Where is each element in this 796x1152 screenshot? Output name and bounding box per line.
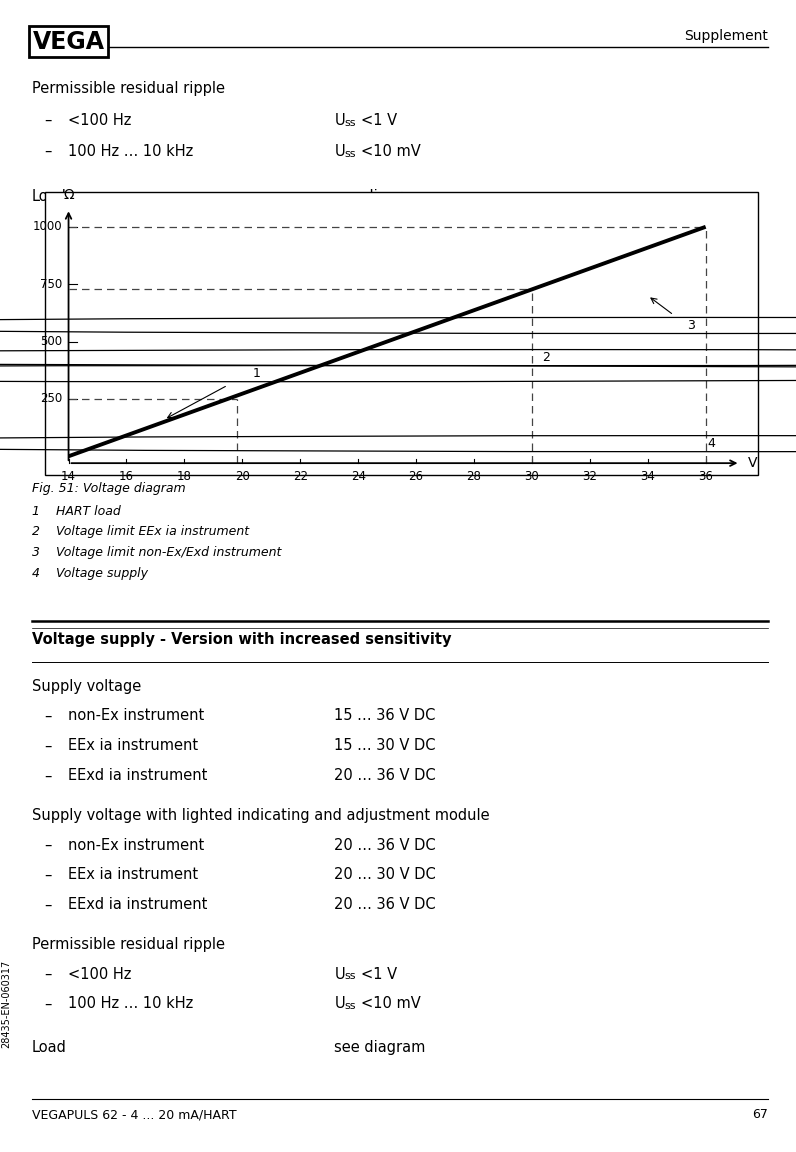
- Text: 24: 24: [351, 470, 365, 483]
- Text: EEx ia instrument: EEx ia instrument: [68, 738, 197, 753]
- Text: 20 … 36 V DC: 20 … 36 V DC: [334, 768, 436, 783]
- Text: –: –: [44, 738, 51, 753]
- Text: U: U: [334, 113, 345, 128]
- Text: –: –: [44, 897, 51, 912]
- Text: Permissible residual ripple: Permissible residual ripple: [32, 81, 224, 96]
- Text: <100 Hz: <100 Hz: [68, 113, 131, 128]
- Text: 28: 28: [466, 470, 482, 483]
- Text: U: U: [334, 996, 345, 1011]
- Text: 15 … 30 V DC: 15 … 30 V DC: [334, 738, 436, 753]
- Text: –: –: [44, 867, 51, 882]
- Text: VEGAPULS 62 - 4 ... 20 mA/HART: VEGAPULS 62 - 4 ... 20 mA/HART: [32, 1108, 236, 1121]
- Text: 14: 14: [61, 470, 76, 483]
- Text: 3: 3: [687, 319, 695, 332]
- Text: 67: 67: [752, 1108, 768, 1121]
- Text: U: U: [334, 144, 345, 159]
- Text: 32: 32: [583, 470, 597, 483]
- Text: 22: 22: [293, 470, 308, 483]
- Text: U: U: [334, 967, 345, 982]
- Text: Permissible residual ripple: Permissible residual ripple: [32, 937, 224, 952]
- Text: 1    HART load: 1 HART load: [32, 505, 120, 517]
- Text: non-Ex instrument: non-Ex instrument: [68, 708, 204, 723]
- Text: 15 … 36 V DC: 15 … 36 V DC: [334, 708, 435, 723]
- Text: –: –: [44, 708, 51, 723]
- Text: VEGA: VEGA: [33, 30, 104, 54]
- Text: 20 … 36 V DC: 20 … 36 V DC: [334, 838, 436, 852]
- Text: 100 Hz … 10 kHz: 100 Hz … 10 kHz: [68, 144, 193, 159]
- Text: ss: ss: [345, 1001, 356, 1011]
- Text: Ω: Ω: [63, 188, 74, 202]
- Text: –: –: [44, 996, 51, 1011]
- Text: 100 Hz … 10 kHz: 100 Hz … 10 kHz: [68, 996, 193, 1011]
- Text: 20 … 36 V DC: 20 … 36 V DC: [334, 897, 436, 912]
- Text: <100 Hz: <100 Hz: [68, 967, 131, 982]
- Text: –: –: [44, 144, 51, 159]
- Text: 1000: 1000: [33, 220, 63, 234]
- Text: Supply voltage with lighted indicating and adjustment module: Supply voltage with lighted indicating a…: [32, 808, 490, 823]
- Text: non-Ex instrument: non-Ex instrument: [68, 838, 204, 852]
- Text: 36: 36: [698, 470, 713, 483]
- Text: 250: 250: [41, 393, 63, 406]
- Text: EExd ia instrument: EExd ia instrument: [68, 768, 207, 783]
- Text: 4    Voltage supply: 4 Voltage supply: [32, 567, 148, 579]
- Text: –: –: [44, 838, 51, 852]
- Text: 34: 34: [640, 470, 655, 483]
- Text: 30: 30: [525, 470, 539, 483]
- Text: <10 mV: <10 mV: [361, 144, 421, 159]
- Text: 1: 1: [253, 367, 261, 380]
- Text: 2: 2: [542, 351, 550, 364]
- Text: 16: 16: [119, 470, 134, 483]
- Text: EExd ia instrument: EExd ia instrument: [68, 897, 207, 912]
- Text: 20 … 30 V DC: 20 … 30 V DC: [334, 867, 436, 882]
- Text: <10 mV: <10 mV: [361, 996, 421, 1011]
- Text: –: –: [44, 113, 51, 128]
- Text: 28435-EN-060317: 28435-EN-060317: [2, 960, 11, 1048]
- Text: <1 V: <1 V: [361, 113, 397, 128]
- Text: Load: Load: [32, 1040, 67, 1055]
- Text: V: V: [747, 456, 757, 470]
- Text: Fig. 51: Voltage diagram: Fig. 51: Voltage diagram: [32, 482, 185, 494]
- Text: 500: 500: [41, 335, 63, 348]
- Text: <1 V: <1 V: [361, 967, 397, 982]
- Text: 4: 4: [708, 437, 716, 450]
- Text: –: –: [44, 967, 51, 982]
- Text: 2    Voltage limit EEx ia instrument: 2 Voltage limit EEx ia instrument: [32, 525, 249, 538]
- Text: Supplement: Supplement: [685, 29, 768, 43]
- Text: see diagram: see diagram: [334, 189, 426, 204]
- Text: ss: ss: [345, 971, 356, 982]
- Text: 750: 750: [41, 278, 63, 290]
- Text: 20: 20: [235, 470, 250, 483]
- Text: EEx ia instrument: EEx ia instrument: [68, 867, 197, 882]
- Text: 18: 18: [177, 470, 192, 483]
- Text: Supply voltage: Supply voltage: [32, 679, 141, 694]
- Text: 3    Voltage limit non-Ex/Exd instrument: 3 Voltage limit non-Ex/Exd instrument: [32, 546, 281, 559]
- Text: Load: Load: [32, 189, 67, 204]
- Text: Voltage supply - Version with increased sensitivity: Voltage supply - Version with increased …: [32, 632, 451, 647]
- Text: 26: 26: [408, 470, 423, 483]
- Text: see diagram: see diagram: [334, 1040, 426, 1055]
- Text: ss: ss: [345, 118, 356, 128]
- Text: ss: ss: [345, 149, 356, 159]
- Text: –: –: [44, 768, 51, 783]
